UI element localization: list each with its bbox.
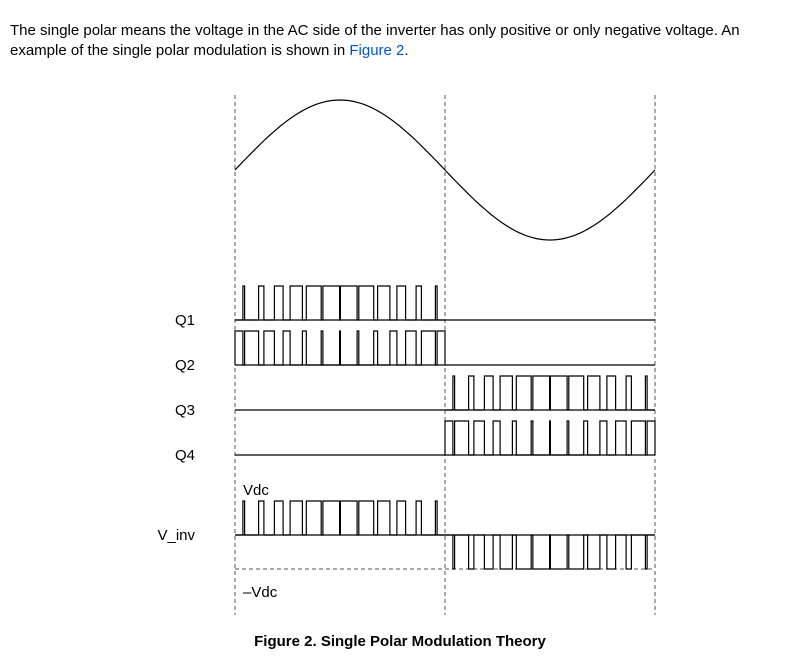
vdc-label: Vdc — [243, 482, 269, 499]
row-label: Q4 — [175, 447, 195, 464]
row-label: Q3 — [175, 402, 195, 419]
row-label: Q1 — [175, 312, 195, 329]
description-text-post: . — [404, 42, 408, 59]
description-paragraph: The single polar means the voltage in th… — [10, 21, 790, 60]
neg-vdc-label: –Vdc — [243, 584, 278, 601]
figure-link[interactable]: Figure 2 — [349, 42, 404, 59]
figure-container: Q1Q2Q3Q4V_invVdc–Vdc Figure 2. Single Po… — [10, 75, 790, 650]
vinv-label: V_inv — [157, 527, 195, 544]
figure-svg: Q1 Q2 Q3 Q4 V_inv Vdc –Vdc — [80, 75, 720, 625]
row-label: Q2 — [175, 357, 195, 374]
sine-wave — [235, 100, 655, 240]
